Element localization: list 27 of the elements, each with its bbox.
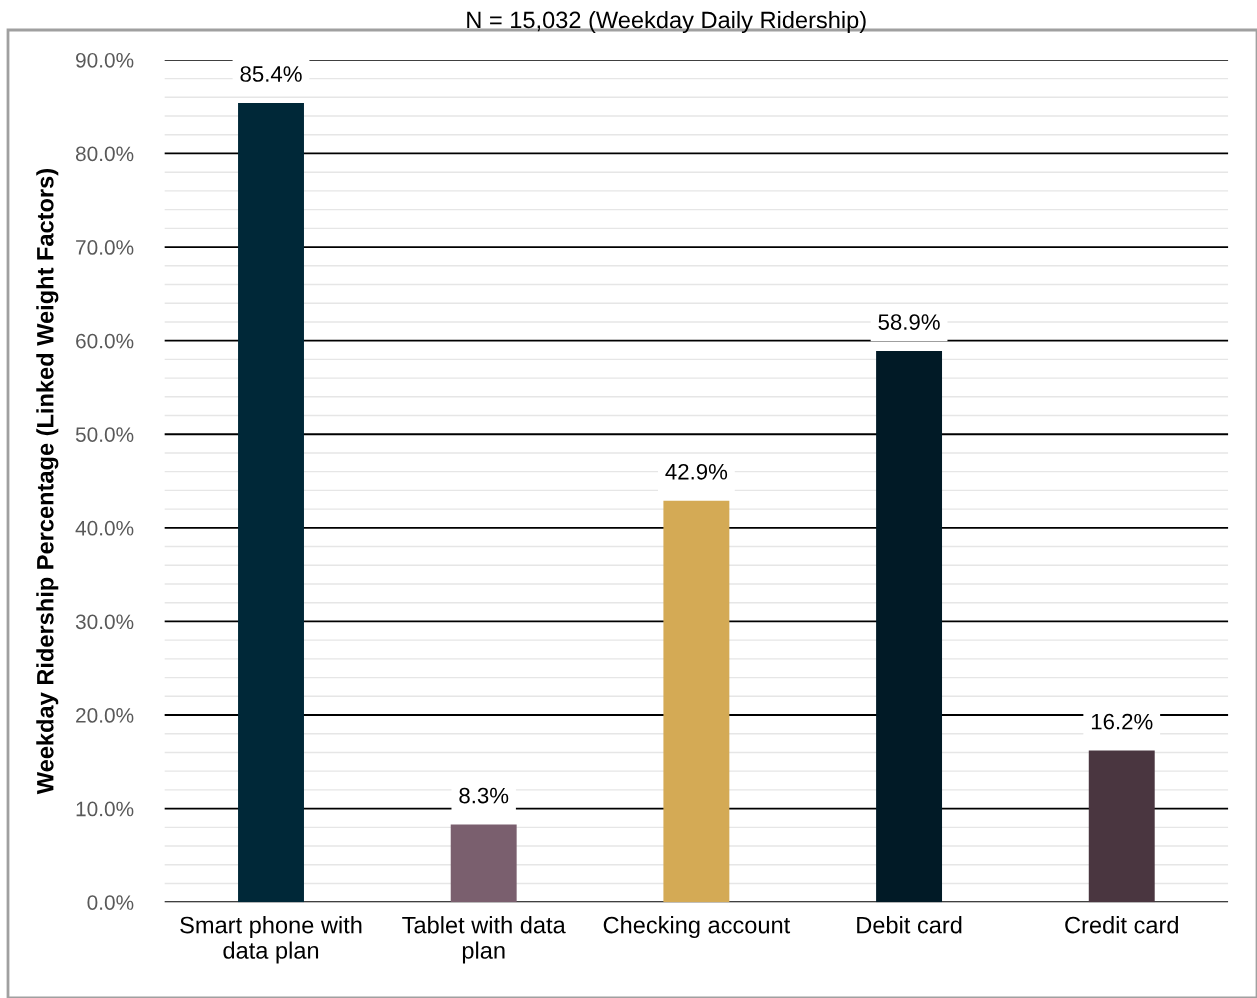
y-tick-label: 70.0%	[76, 240, 134, 255]
data-label: 58.9%	[878, 314, 940, 330]
data-label: 16.2%	[1091, 713, 1153, 730]
y-axis-title: Weekday Ridership Percentage (Linked Weight Factors)	[36, 169, 59, 795]
bar	[1088, 750, 1155, 903]
bar	[876, 350, 943, 903]
y-tick-label: 0.0%	[87, 895, 134, 910]
x-tick-label: Smart phone with data plan	[180, 916, 362, 964]
y-tick-label: 40.0%	[75, 520, 134, 536]
x-tick-label: Checking account	[603, 916, 791, 939]
x-tick-label: Debit card	[857, 916, 962, 934]
x-tick-label: Credit card	[1065, 916, 1178, 934]
x-tick-label: Tablet with data plan	[402, 916, 566, 964]
y-tick-label: 50.0%	[75, 427, 134, 442]
y-tick-label: 90.0%	[76, 52, 134, 68]
data-label: 85.4%	[240, 66, 302, 82]
bar	[663, 500, 730, 903]
bar	[450, 824, 517, 903]
y-tick-label: 10.0%	[76, 801, 134, 817]
data-label: 42.9%	[665, 463, 728, 480]
y-tick-label: 60.0%	[76, 333, 134, 349]
y-tick-label: 30.0%	[75, 614, 134, 630]
chart-title: N = 15,032 (Weekday Daily Ridership)	[467, 11, 866, 33]
y-tick-label: 80.0%	[75, 146, 134, 162]
data-label: 8.3%	[459, 787, 509, 804]
bar	[238, 102, 304, 903]
y-tick-label: 20.0%	[76, 708, 134, 723]
